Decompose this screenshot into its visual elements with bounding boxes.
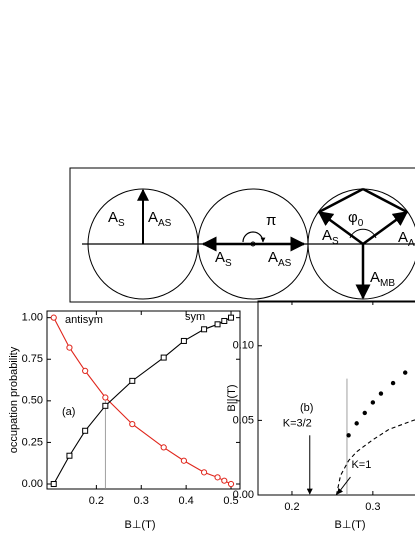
- edge: [362, 187, 408, 214]
- marker: [221, 317, 228, 324]
- y-tick-label: 1.00: [22, 312, 43, 324]
- label-main: A: [322, 227, 332, 244]
- dot: [250, 241, 256, 247]
- y-tick-label: 0.50: [22, 395, 43, 407]
- y-axis-label: occupation probability: [8, 346, 20, 453]
- arc: [349, 228, 377, 239]
- label-sub: S: [118, 218, 125, 229]
- x-tick-label: 0.2: [284, 501, 299, 513]
- label-main: A: [108, 209, 118, 226]
- y-tick-label: 0.05: [233, 414, 254, 426]
- diagram-label: AAS: [148, 209, 172, 229]
- label-main: A: [370, 269, 380, 286]
- label-sub: S: [225, 258, 232, 269]
- marker: [82, 427, 89, 434]
- y-axis-label: B||(T): [226, 384, 238, 411]
- series-line: [53, 317, 232, 485]
- marker: [346, 433, 351, 438]
- marker: [362, 410, 367, 416]
- label-main: π: [266, 212, 276, 229]
- marker: [403, 370, 408, 375]
- diagram-labels: ASAASπASAASφ0ASAASAMB: [108, 209, 415, 289]
- label-main: A: [148, 209, 158, 226]
- marker: [50, 481, 57, 488]
- panel-label: (b): [300, 402, 313, 414]
- arc: [242, 231, 266, 243]
- arrow-label: K=3/2: [283, 417, 312, 429]
- marker: [228, 314, 235, 321]
- diagram-label: AAS: [398, 229, 415, 249]
- marker: [66, 452, 73, 459]
- label-sub: AS: [408, 238, 415, 249]
- diagram: [69, 167, 415, 303]
- y-tick-label: 0.00: [22, 478, 43, 490]
- marker: [370, 400, 376, 405]
- x-tick-label: 0.3: [134, 495, 149, 507]
- marker: [180, 337, 187, 344]
- arrow-label: K=1: [351, 459, 371, 471]
- x-tick-label: 0.2: [89, 495, 104, 507]
- y-tick-label: 0.75: [22, 353, 43, 365]
- diagram-label: φ0: [348, 209, 364, 229]
- marker: [102, 402, 109, 409]
- x-axis-label: B⊥(T): [125, 519, 156, 531]
- label-sub: AS: [158, 218, 172, 229]
- marker: [160, 354, 167, 361]
- marker: [227, 480, 235, 488]
- marker: [160, 444, 167, 451]
- marker: [201, 326, 208, 333]
- y-tick-label: 0.10: [233, 340, 254, 352]
- marker: [129, 421, 136, 428]
- marker: [129, 377, 136, 384]
- x-axis-label: B⊥(T): [335, 519, 366, 531]
- series-line: [335, 419, 415, 496]
- marker: [50, 314, 57, 321]
- label-main: A: [268, 249, 278, 266]
- marker: [180, 457, 187, 464]
- series-label: sym: [185, 311, 205, 323]
- marker: [390, 380, 396, 386]
- diagram-label: AMB: [370, 269, 395, 289]
- marker: [378, 391, 384, 396]
- label-sub: AS: [278, 258, 292, 269]
- marker: [221, 477, 228, 484]
- diagram-label: π: [266, 212, 276, 229]
- edge: [318, 187, 364, 214]
- series-label: antisym: [65, 314, 103, 326]
- arrow: [337, 476, 351, 495]
- y-tick-label: 0.00: [233, 489, 254, 501]
- panel-label: (a): [62, 406, 75, 418]
- arrow: [362, 210, 409, 246]
- label-main: φ: [348, 209, 358, 226]
- arrow: [317, 210, 364, 246]
- diagram-label: AS: [215, 249, 232, 269]
- label-main: A: [398, 229, 408, 246]
- x-tick-label: 0.5: [223, 495, 238, 507]
- plot-frame: [257, 300, 415, 496]
- diagram-label: AS: [322, 227, 339, 247]
- series-line: [53, 317, 232, 485]
- marker: [82, 367, 89, 374]
- frame: [69, 167, 415, 303]
- x-tick-label: 0.3: [365, 501, 380, 513]
- label-sub: MB: [380, 278, 395, 289]
- marker: [200, 469, 208, 476]
- marker: [102, 394, 109, 401]
- plot-frame: [46, 310, 241, 490]
- y-tick-label: 0.25: [22, 436, 43, 448]
- marker: [354, 421, 359, 426]
- marker: [66, 344, 73, 351]
- diagram-label: AS: [108, 209, 125, 229]
- label-sub: S: [332, 236, 339, 247]
- label-main: A: [215, 249, 225, 266]
- marker: [214, 321, 221, 328]
- marker: [214, 474, 221, 481]
- x-tick-label: 0.4: [178, 495, 193, 507]
- diagram-label: AAS: [268, 249, 292, 269]
- label-sub: 0: [358, 218, 364, 229]
